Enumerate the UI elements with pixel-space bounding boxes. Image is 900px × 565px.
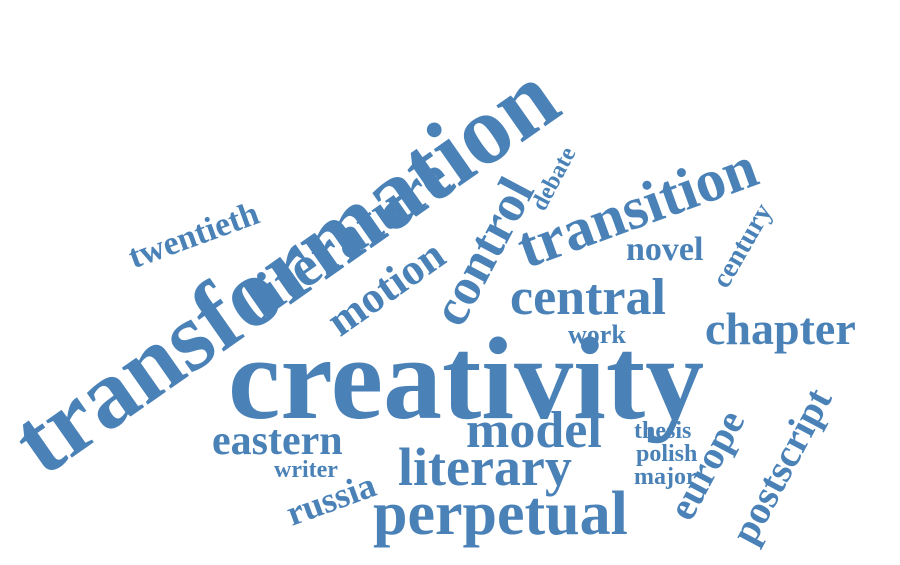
word-eastern: eastern: [212, 418, 343, 464]
word-polish: polish: [636, 441, 698, 467]
word-novel: novel: [626, 231, 704, 268]
word-model: model: [466, 402, 602, 459]
word-century: century: [706, 198, 779, 294]
word-creativity: creativity: [228, 313, 705, 444]
word-chapter: chapter: [705, 303, 856, 354]
word-thesis: thesis: [634, 418, 692, 444]
word-major: major: [634, 464, 697, 490]
word-literary: literary: [398, 437, 572, 497]
word-postscript: postscript: [721, 380, 841, 551]
word-work: work: [568, 320, 626, 349]
word-perpetual: perpetual: [373, 480, 628, 548]
word-central: central: [510, 269, 666, 326]
word-writer: writer: [274, 457, 338, 483]
